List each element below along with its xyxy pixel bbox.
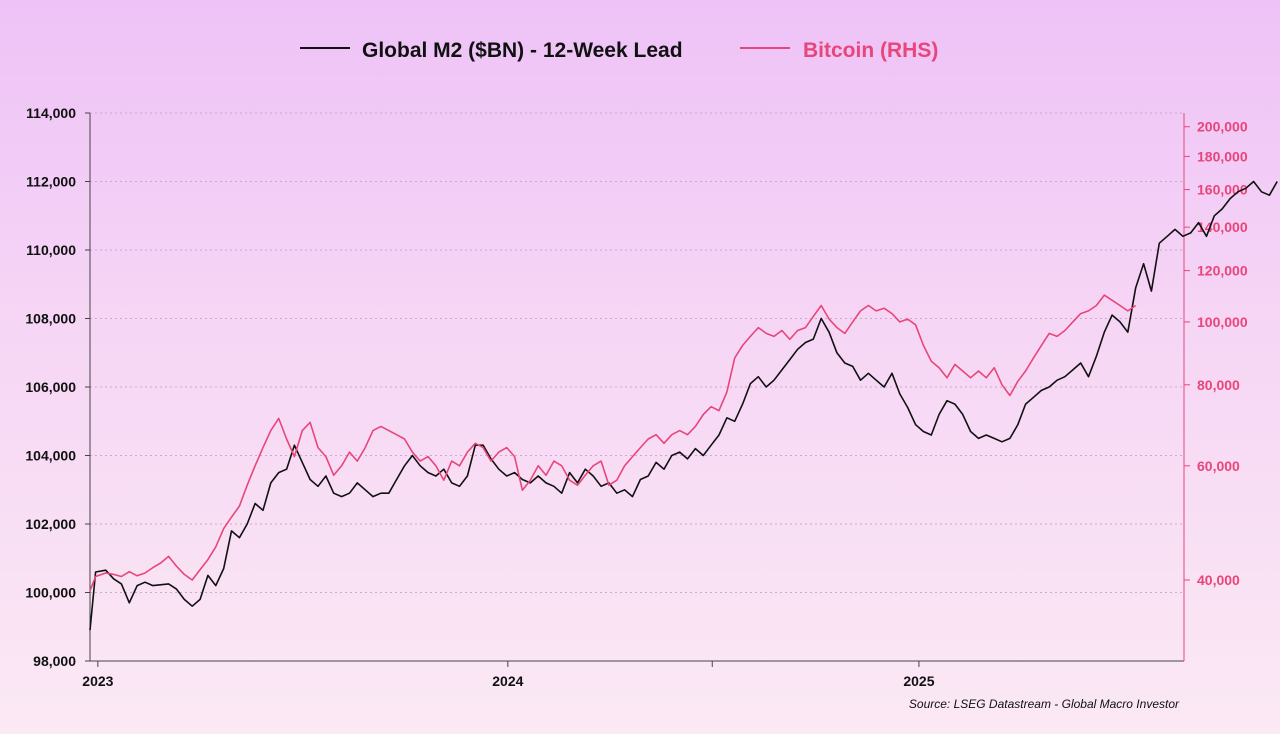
series-line-bitcoin bbox=[89, 294, 1137, 591]
legend-label-m2: Global M2 ($BN) - 12-Week Lead bbox=[362, 39, 683, 62]
left-tick-label: 110,000 bbox=[26, 242, 76, 258]
right-tick-label: 60,000 bbox=[1197, 458, 1240, 474]
x-axis-ticks: 2023 2024 2025 bbox=[82, 661, 935, 689]
right-tick-label: 160,000 bbox=[1197, 182, 1248, 198]
right-tick-label: 120,000 bbox=[1197, 263, 1248, 279]
left-tick-label: 106,000 bbox=[25, 379, 76, 395]
series-line-global-m2 bbox=[89, 180, 1278, 631]
right-tick-label: 40,000 bbox=[1197, 572, 1240, 588]
right-tick-label: 140,000 bbox=[1197, 219, 1248, 235]
right-axis-ticks: 40,000 60,000 80,000 100,000 120,000 140,000 1… bbox=[1184, 119, 1248, 588]
legend: Global M2 ($BN) - 12-Week Lead Bitcoin (… bbox=[300, 39, 938, 62]
left-tick-label: 102,000 bbox=[25, 516, 76, 532]
legend-label-btc: Bitcoin (RHS) bbox=[803, 39, 938, 62]
left-tick-label: 98,000 bbox=[33, 653, 76, 669]
left-tick-label: 114,000 bbox=[26, 105, 76, 121]
x-tick-label: 2025 bbox=[903, 673, 934, 689]
left-tick-label: 100,000 bbox=[25, 585, 76, 601]
x-tick-label: 2024 bbox=[492, 673, 523, 689]
gridlines bbox=[90, 112, 1184, 593]
left-tick-label: 108,000 bbox=[25, 311, 76, 327]
left-tick-label: 112,000 bbox=[26, 174, 76, 190]
left-tick-label: 104,000 bbox=[25, 448, 76, 464]
right-tick-label: 200,000 bbox=[1197, 119, 1248, 135]
right-tick-label: 180,000 bbox=[1197, 148, 1248, 164]
right-tick-label: 100,000 bbox=[1197, 314, 1248, 330]
right-tick-label: 80,000 bbox=[1197, 377, 1240, 393]
x-tick-label: 2023 bbox=[82, 673, 113, 689]
source-note: Source: LSEG Datastream - Global Macro I… bbox=[909, 697, 1180, 711]
left-axis-ticks: 98,000 100,000 102,000 104,000 106,000 108,00… bbox=[25, 105, 90, 669]
series-lines bbox=[89, 180, 1278, 631]
